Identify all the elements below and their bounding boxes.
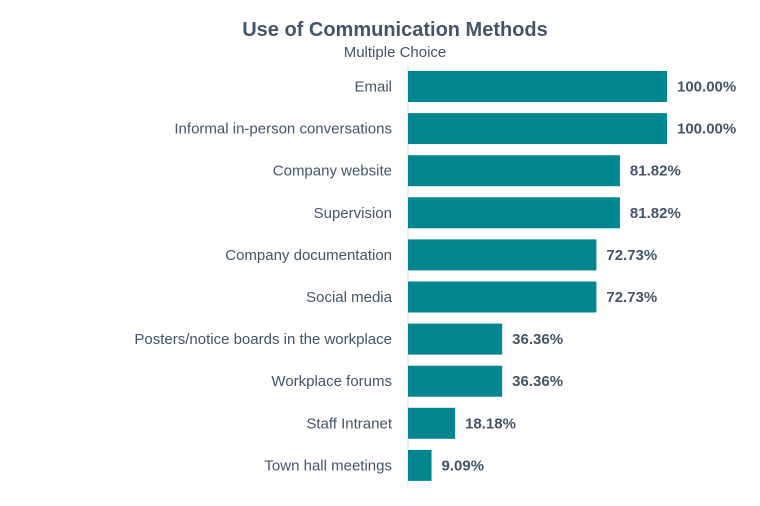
category-label: Workplace forums <box>271 373 392 390</box>
value-label: 18.18% <box>465 415 516 432</box>
chart-title: Use of Communication Methods <box>242 19 548 41</box>
bar <box>408 407 456 439</box>
value-label: 36.36% <box>512 331 563 348</box>
chart-subtitle: Multiple Choice <box>344 44 447 61</box>
bar <box>408 323 503 355</box>
value-label: 100.00% <box>677 121 736 138</box>
category-label: Email <box>354 79 392 96</box>
category-label: Social media <box>306 289 393 306</box>
category-label: Staff Intranet <box>306 415 392 432</box>
bar <box>408 239 597 271</box>
bar <box>408 113 667 145</box>
value-label: 9.09% <box>442 457 485 474</box>
category-label: Informal in-person conversations <box>174 121 392 138</box>
bars-group: Email 100.00% Informal in-person conversat… <box>134 71 736 481</box>
value-label: 72.73% <box>606 247 657 264</box>
value-label: 100.00% <box>677 79 736 96</box>
category-label: Company website <box>273 163 392 180</box>
value-label: 81.82% <box>630 205 681 222</box>
bar <box>408 71 667 102</box>
value-label: 72.73% <box>606 289 657 306</box>
bar <box>408 197 620 229</box>
bar <box>408 155 620 187</box>
category-label: Supervision <box>314 205 392 222</box>
category-label: Town hall meetings <box>264 457 392 474</box>
bar <box>408 281 597 313</box>
category-label: Posters/notice boards in the workplace <box>134 331 392 348</box>
value-label: 36.36% <box>512 373 563 390</box>
bar <box>408 449 432 481</box>
category-label: Company documentation <box>225 247 392 264</box>
value-label: 81.82% <box>630 163 681 180</box>
bar <box>408 365 503 397</box>
